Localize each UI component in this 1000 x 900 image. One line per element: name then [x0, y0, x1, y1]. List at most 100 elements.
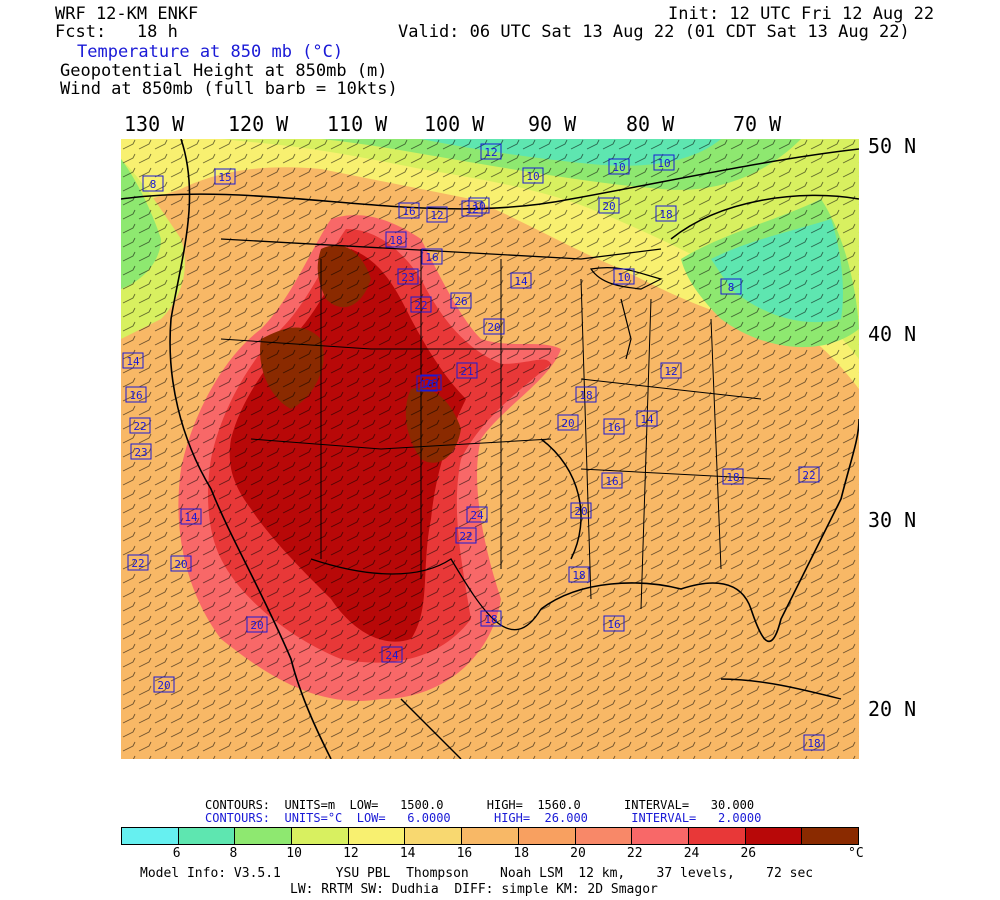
- svg-text:16: 16: [420, 378, 433, 391]
- contour-label: 18: [480, 610, 502, 627]
- svg-text:22: 22: [131, 557, 144, 570]
- svg-text:8: 8: [728, 281, 735, 294]
- contour-label: 20: [570, 502, 592, 519]
- contour-label: 22: [127, 554, 149, 571]
- svg-text:16: 16: [605, 475, 618, 488]
- contour-label: 20: [153, 676, 175, 693]
- svg-text:18: 18: [579, 389, 592, 402]
- svg-text:10: 10: [612, 161, 625, 174]
- svg-text:20: 20: [174, 558, 187, 571]
- color-swatch: [575, 828, 633, 844]
- contour-label: 8: [720, 278, 742, 295]
- svg-text:12: 12: [430, 209, 443, 222]
- svg-text:15: 15: [218, 171, 231, 184]
- svg-text:20: 20: [602, 200, 615, 213]
- color-scale-tick: 16: [456, 846, 473, 861]
- svg-text:20: 20: [561, 417, 574, 430]
- contour-label: 16: [603, 615, 625, 632]
- svg-text:18: 18: [389, 234, 402, 247]
- color-scale-tick: 22: [626, 846, 643, 861]
- contour-label: 24: [466, 506, 488, 523]
- lat-label: 30 N: [868, 508, 917, 532]
- svg-text:14: 14: [184, 511, 198, 524]
- valid-time: Valid: 06 UTC Sat 13 Aug 22 (01 CDT Sat …: [398, 22, 910, 42]
- wind-barbs: [121, 139, 859, 759]
- contour-label: 18: [568, 566, 590, 583]
- svg-text:26: 26: [424, 377, 437, 390]
- svg-text:23: 23: [134, 446, 147, 459]
- contour-label: 16: [603, 418, 625, 435]
- contour-label: 26: [450, 292, 472, 309]
- color-swatch: [518, 828, 576, 844]
- svg-text:10: 10: [657, 157, 670, 170]
- svg-text:20: 20: [250, 619, 263, 632]
- lake-superior: [589, 267, 663, 290]
- cuba-coastline: [720, 678, 842, 700]
- weather-map: 8 15 12 10 10 10 18 16 12 12 10 20 18 16 23 22 26 14 10 20 8…: [121, 139, 859, 759]
- us-canada-border: [220, 238, 662, 260]
- contour-label: 10: [468, 197, 490, 214]
- us-mexico-border: [310, 558, 542, 631]
- svg-text:10: 10: [617, 271, 630, 284]
- svg-text:22: 22: [133, 420, 146, 433]
- contour-label: 18: [575, 386, 597, 403]
- color-swatch: [348, 828, 406, 844]
- contour-label: 20: [557, 414, 579, 431]
- svg-text:18: 18: [659, 208, 672, 221]
- color-swatch: [632, 828, 689, 844]
- color-scale-tick: 18: [513, 846, 530, 861]
- color-scale-tick: 8: [229, 846, 238, 861]
- mexico-coastline: [400, 698, 462, 759]
- forecast-hour: Fcst: 18 h: [55, 22, 178, 42]
- contour-label: 20: [598, 197, 620, 214]
- color-scale-tick: 24: [683, 846, 700, 861]
- contour-label: 10: [613, 268, 635, 285]
- svg-text:18: 18: [726, 471, 739, 484]
- color-swatch: [802, 828, 858, 844]
- field-wind: Wind at 850mb (full barb = 10kts): [60, 79, 398, 99]
- contour-label: 22: [455, 527, 477, 544]
- svg-text:12: 12: [664, 365, 677, 378]
- field-height: Geopotential Height at 850mb (m): [60, 61, 388, 81]
- svg-text:22: 22: [802, 469, 815, 482]
- height-contour: [670, 194, 859, 240]
- lat-label: 20 N: [868, 697, 917, 721]
- svg-text:18: 18: [807, 737, 820, 750]
- color-scale-tick: 20: [570, 846, 586, 861]
- color-swatch: [122, 828, 179, 844]
- contour-label: 22: [410, 296, 432, 313]
- svg-text:14: 14: [126, 355, 140, 368]
- state-borders: [220, 249, 772, 610]
- color-swatch: [745, 828, 803, 844]
- contour-label: 16: [421, 248, 443, 265]
- contour-label: 16: [601, 472, 623, 489]
- color-swatch: [292, 828, 349, 844]
- contour-label: 16: [416, 375, 438, 392]
- svg-text:10: 10: [526, 170, 539, 183]
- contour-temp-info: CONTOURS: UNITS=°C LOW= 6.0000 HIGH= 26.…: [205, 811, 762, 825]
- contour-label: 14: [180, 508, 202, 525]
- contour-label: 18: [803, 734, 825, 751]
- lon-label: 120 W: [228, 112, 289, 136]
- color-swatch: [235, 828, 293, 844]
- contour-label: 22: [129, 417, 151, 434]
- lon-label: 70 W: [733, 112, 782, 136]
- west-coastline: [169, 139, 332, 759]
- contour-label: 8: [142, 175, 164, 192]
- contour-labels: 8 15 12 10 10 10 18 16 12 12 10 20 18 16 23 22 26 14 10 20 8…: [122, 143, 825, 751]
- color-swatch: [405, 828, 463, 844]
- svg-text:20: 20: [157, 679, 170, 692]
- contour-label: 12: [660, 362, 682, 379]
- contour-label: 16: [125, 386, 147, 403]
- svg-text:8: 8: [150, 178, 157, 191]
- svg-text:26: 26: [454, 295, 467, 308]
- svg-text:16: 16: [607, 421, 620, 434]
- color-scale-bar: [121, 827, 859, 845]
- svg-text:20: 20: [574, 505, 587, 518]
- contour-label: 24: [381, 646, 403, 663]
- svg-text:16: 16: [425, 251, 438, 264]
- model-info: Model Info: V3.5.1 YSU PBL Thompson Noah…: [140, 866, 814, 881]
- contour-label: 14: [636, 410, 658, 427]
- svg-text:22: 22: [459, 530, 472, 543]
- color-swatch: [688, 828, 746, 844]
